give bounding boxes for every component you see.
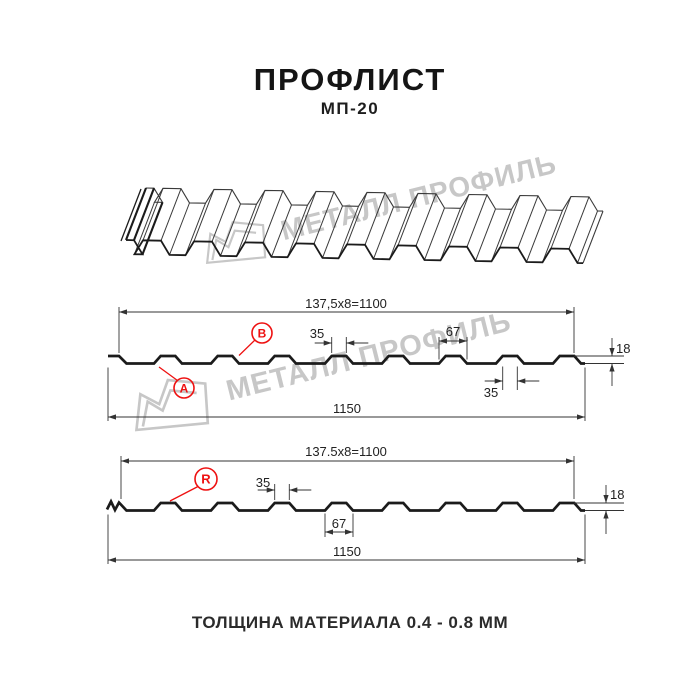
dim-label-span-bottom: 137.5x8=1100 [305, 444, 387, 459]
profile-section-front [108, 354, 585, 365]
profile-section-reverse [105, 498, 585, 514]
side-a-label: А [180, 382, 189, 396]
callout-side-r: R [169, 467, 218, 502]
profile-model-name: МП-20 [320, 99, 380, 118]
dim-label-rib-base: 67 [332, 516, 346, 531]
dim-label-span-top: 137,5x8=1100 [305, 296, 387, 311]
material-thickness-caption: ТОЛЩИНА МАТЕРИАЛА 0.4 - 0.8 ММ [191, 613, 509, 632]
profile-section-front-dimensions [107, 307, 624, 421]
callout-side-b: В [238, 322, 273, 356]
callout-side-a: А [158, 366, 195, 399]
dim-label-rib-top: 35 [310, 326, 324, 341]
dim-label-overall-width: 1150 [333, 544, 361, 559]
dim-label-rib-base: 67 [446, 324, 460, 339]
dim-label-height: 18 [616, 341, 630, 356]
dim-label-rib-top: 35 [256, 475, 270, 490]
page-title: ПРОФЛИСТ [253, 62, 447, 97]
sheet-3d-view [120, 187, 604, 264]
side-r-label: R [201, 472, 211, 487]
side-b-label: В [258, 327, 267, 341]
dim-label-height: 18 [610, 487, 624, 502]
profile-section-reverse-dimensions [107, 456, 624, 564]
dim-label-overall-width: 1150 [333, 401, 361, 416]
dim-label-rib-top-below: 35 [484, 385, 498, 400]
